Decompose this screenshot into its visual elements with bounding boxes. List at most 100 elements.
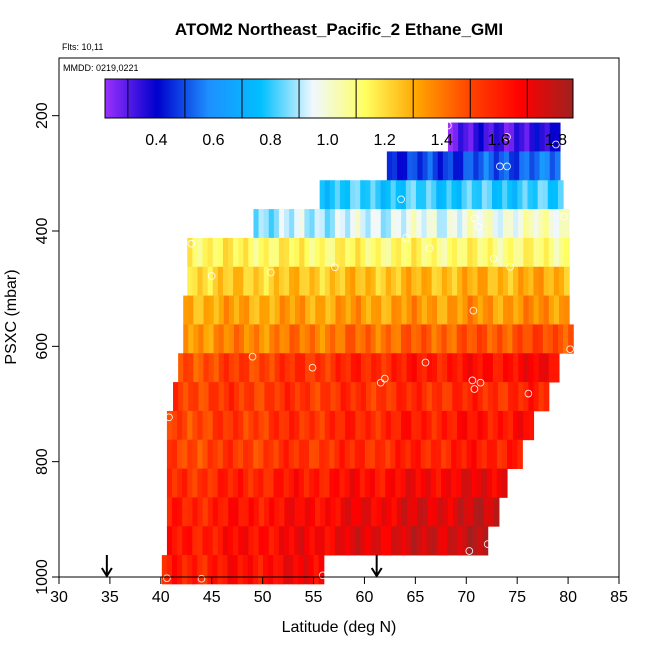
heatmap-cell xyxy=(477,382,484,412)
sample-points xyxy=(163,121,574,583)
heatmap-cell xyxy=(166,410,173,441)
heatmap-cell xyxy=(528,353,535,383)
heatmap-cell xyxy=(233,324,240,354)
heatmap-cell xyxy=(437,497,444,527)
heatmap-cell xyxy=(446,439,452,469)
heatmap-cell xyxy=(294,266,300,296)
heatmap-cell xyxy=(319,526,326,556)
heatmap-cell xyxy=(364,439,371,469)
heatmap-cell xyxy=(248,410,255,441)
heatmap-cell xyxy=(350,382,357,412)
heatmap-cell xyxy=(441,410,448,441)
heatmap-cell xyxy=(456,468,462,498)
heatmap-cell xyxy=(415,468,422,498)
heatmap-cell xyxy=(177,439,183,469)
heatmap-cell xyxy=(233,497,240,527)
heatmap-cell xyxy=(542,324,549,354)
heatmap-cell xyxy=(528,266,535,296)
heatmap-cell xyxy=(481,439,488,469)
heatmap-cell xyxy=(340,526,346,556)
heatmap-cell xyxy=(477,237,484,268)
heatmap-cell xyxy=(375,439,381,469)
heatmap-cell xyxy=(359,439,366,469)
heatmap-cell xyxy=(243,468,249,498)
heatmap-cell xyxy=(208,382,215,412)
heatmap-cell xyxy=(441,468,447,498)
heatmap-cell xyxy=(239,382,245,412)
heatmap-cell xyxy=(498,295,504,325)
heatmap-cell xyxy=(482,353,489,383)
heatmap-cell xyxy=(360,295,367,325)
heatmap-cell xyxy=(457,237,463,268)
heatmap-cell xyxy=(259,324,265,354)
heatmap-cell xyxy=(182,526,188,556)
heatmap-cell xyxy=(227,439,234,469)
heatmap-cell xyxy=(513,266,519,296)
heatmap-cell xyxy=(237,555,244,585)
heatmap-cell xyxy=(187,497,194,527)
heatmap-cell xyxy=(289,295,296,325)
heatmap-cell xyxy=(329,237,336,268)
heatmap-cell xyxy=(518,237,524,268)
heatmap-cell xyxy=(486,468,493,498)
heatmap-cell xyxy=(273,555,279,585)
heatmap-cell xyxy=(345,324,351,354)
heatmap-cell xyxy=(476,468,483,498)
heatmap-cell xyxy=(228,353,235,383)
heatmap-cell xyxy=(472,353,479,383)
heatmap-cell xyxy=(522,180,529,210)
heatmap-cell xyxy=(243,526,249,556)
heatmap-cell xyxy=(345,526,351,556)
heatmap-cell xyxy=(319,410,326,441)
heatmap-cell xyxy=(446,468,452,498)
heatmap-cell xyxy=(212,439,219,469)
heatmap-cell xyxy=(263,237,270,268)
heatmap-cell xyxy=(386,353,392,383)
y-axis: 200 400 600 800 1000 xyxy=(34,102,59,595)
heatmap-cell xyxy=(334,266,341,296)
heatmap-cell xyxy=(533,353,540,383)
heatmap-cell xyxy=(431,382,438,412)
heatmap-cell xyxy=(493,122,500,152)
heatmap-cell xyxy=(284,497,291,527)
heatmap-cell xyxy=(461,180,468,210)
heatmap-cell xyxy=(330,295,337,325)
heatmap-cell xyxy=(492,237,499,268)
heatmap-cell xyxy=(405,439,412,469)
heatmap-cell xyxy=(472,266,479,296)
heatmap-cell xyxy=(447,497,454,527)
heatmap-cell xyxy=(249,353,255,383)
heatmap-cell xyxy=(187,468,193,498)
heatmap-cell xyxy=(288,468,295,498)
heatmap-cell xyxy=(202,237,209,268)
heatmap-cell xyxy=(248,439,254,469)
heatmap-cell xyxy=(263,266,270,296)
heatmap-cell xyxy=(401,526,407,556)
heatmap-cell xyxy=(355,266,361,296)
heatmap-cell xyxy=(411,324,417,354)
heatmap-cell xyxy=(314,266,321,296)
heatmap-cell xyxy=(284,324,291,354)
heatmap-cell xyxy=(411,410,417,441)
heatmap-cell xyxy=(315,295,321,325)
heatmap-cell xyxy=(538,295,545,325)
y-tick-label: 1000 xyxy=(34,559,51,595)
heatmap-cell xyxy=(472,382,479,412)
heatmap-cell xyxy=(218,353,225,383)
heatmap-cell xyxy=(172,497,178,527)
colorbar-tick-label: 1.0 xyxy=(316,132,338,149)
heatmap-cell xyxy=(457,209,463,239)
heatmap-cell xyxy=(233,382,240,412)
heatmap-cell xyxy=(385,468,391,498)
heatmap-cell xyxy=(538,237,545,268)
heatmap-cell xyxy=(207,468,214,498)
heatmap-cell xyxy=(299,324,306,354)
heatmap-cell xyxy=(417,497,423,527)
heatmap-cell xyxy=(481,180,488,210)
heatmap-cell xyxy=(491,468,498,498)
sample-point xyxy=(187,239,196,248)
heatmap-cell xyxy=(492,209,499,239)
sample-point xyxy=(469,306,478,315)
heatmap-cell xyxy=(497,209,504,239)
heatmap-cell xyxy=(411,295,418,325)
